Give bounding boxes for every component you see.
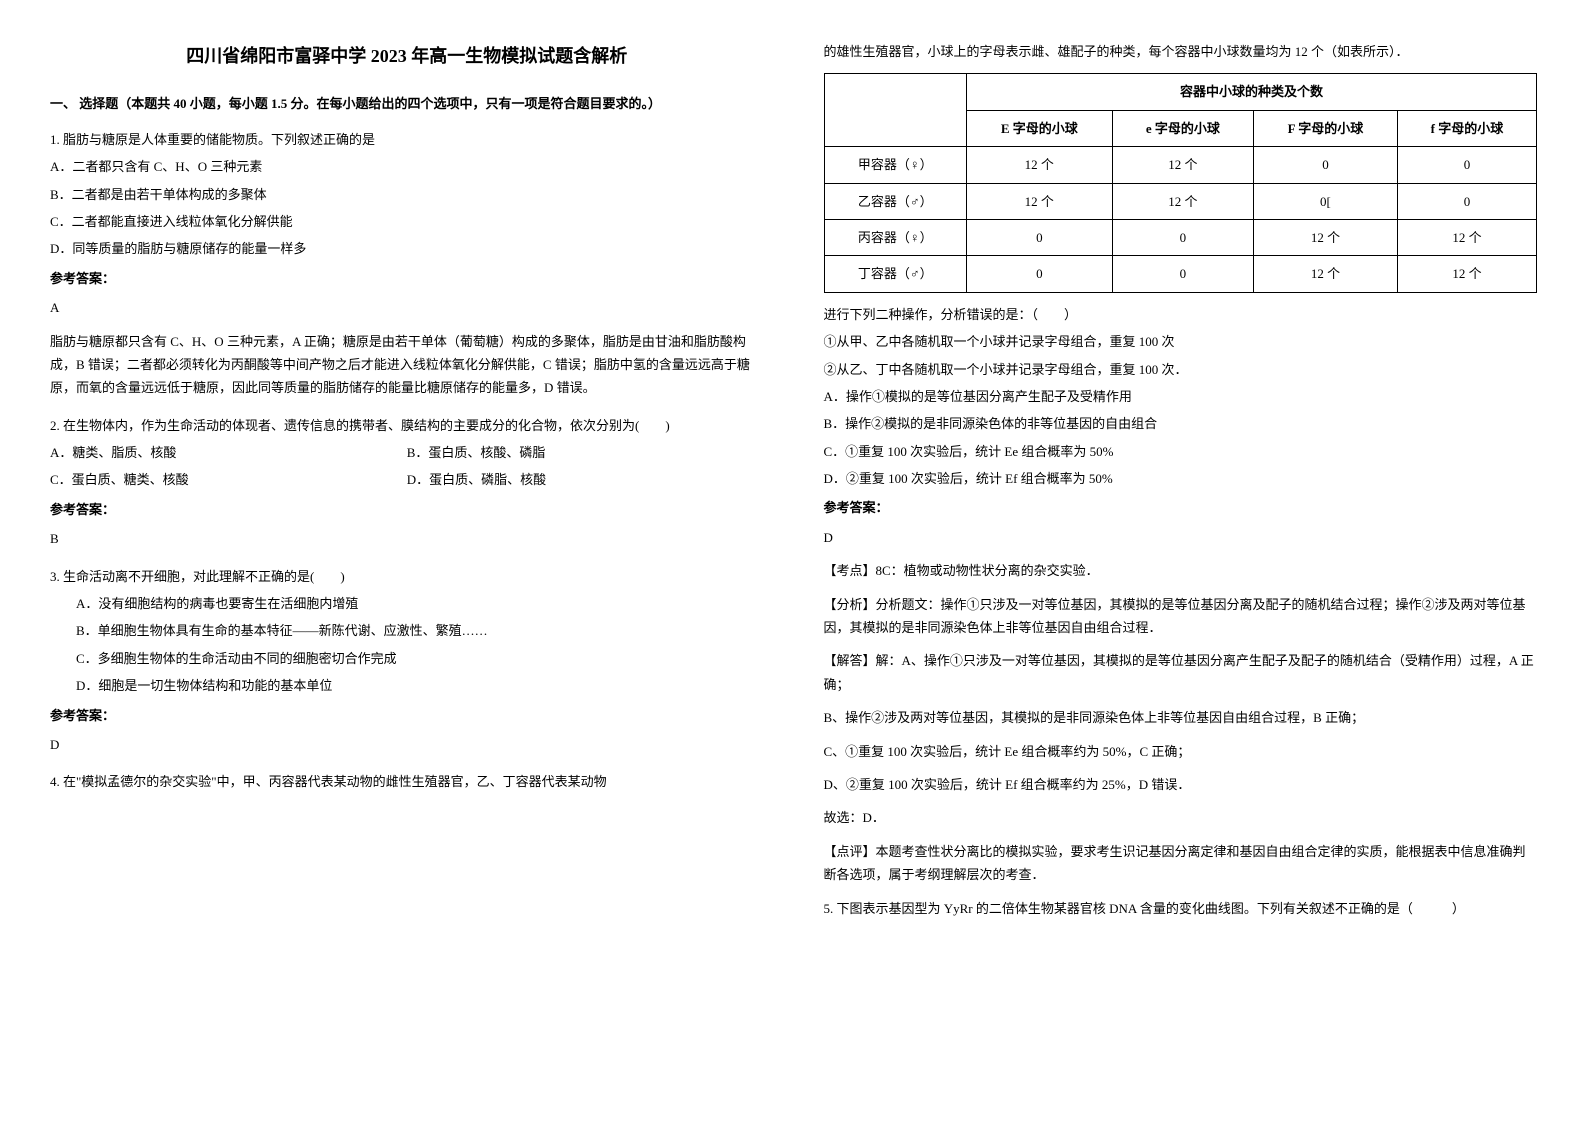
- question-2: 2. 在生物体内，作为生命活动的体现者、遗传信息的携带者、膜结构的主要成分的化合…: [50, 414, 764, 551]
- table-cell: 0: [966, 256, 1112, 292]
- q4-operation-1: ①从甲、乙中各随机取一个小球并记录字母组合，重复 100 次: [824, 330, 1538, 353]
- table-cell: 12 个: [1112, 183, 1253, 219]
- q1-answer: A: [50, 296, 764, 319]
- q4-option-a: A．操作①模拟的是等位基因分离产生配子及受精作用: [824, 385, 1538, 408]
- table-row: 乙容器（♂） 12 个 12 个 0[ 0: [824, 183, 1537, 219]
- table-cell: 0: [1397, 147, 1536, 183]
- q1-text: 1. 脂肪与糖原是人体重要的储能物质。下列叙述正确的是: [50, 128, 764, 151]
- q1-answer-label: 参考答案：: [50, 267, 764, 290]
- q2-answer: B: [50, 527, 764, 550]
- table-cell: 0[: [1254, 183, 1398, 219]
- table-row: 丁容器（♂） 0 0 12 个 12 个: [824, 256, 1537, 292]
- q1-explanation: 脂肪与糖原都只含有 C、H、O 三种元素，A 正确；糖原是由若干单体（葡萄糖）构…: [50, 330, 764, 400]
- q4-comment: 【点评】本题考查性状分离比的模拟实验，要求考生识记基因分离定律和基因自由组合定律…: [824, 840, 1538, 887]
- q2-answer-label: 参考答案：: [50, 498, 764, 521]
- table-cell: 12 个: [966, 183, 1112, 219]
- question-1: 1. 脂肪与糖原是人体重要的储能物质。下列叙述正确的是 A．二者都只含有 C、H…: [50, 128, 764, 400]
- table-row: 甲容器（♀） 12 个 12 个 0 0: [824, 147, 1537, 183]
- q4-answer: D: [824, 526, 1538, 549]
- q1-option-c: C．二者都能直接进入线粒体氧化分解供能: [50, 210, 764, 233]
- table-cell: 0: [1254, 147, 1398, 183]
- q1-option-d: D．同等质量的脂肪与糖原储存的能量一样多: [50, 237, 764, 260]
- q4-conclusion: 故选：D．: [824, 806, 1538, 829]
- table-col4: f 字母的小球: [1397, 110, 1536, 146]
- table-cell: 0: [966, 219, 1112, 255]
- table-col3: F 字母的小球: [1254, 110, 1398, 146]
- q4-option-b: B．操作②模拟的是非同源染色体的非等位基因的自由组合: [824, 412, 1538, 435]
- q2-option-a: A．糖类、脂质、核酸: [50, 441, 407, 464]
- table-cell: 0: [1112, 219, 1253, 255]
- q2-text: 2. 在生物体内，作为生命活动的体现者、遗传信息的携带者、膜结构的主要成分的化合…: [50, 414, 764, 437]
- q4-option-c: C．①重复 100 次实验后，统计 Ee 组合概率为 50%: [824, 440, 1538, 463]
- q1-option-b: B．二者都是由若干单体构成的多聚体: [50, 183, 764, 206]
- table-header-merged: 容器中小球的种类及个数: [966, 74, 1536, 110]
- table-col2: e 字母的小球: [1112, 110, 1253, 146]
- table-cell: 12 个: [1112, 147, 1253, 183]
- table-cell: 12 个: [1254, 256, 1398, 292]
- q2-option-b: B．蛋白质、核酸、磷脂: [407, 441, 764, 464]
- table-cell: 12 个: [1254, 219, 1398, 255]
- q1-option-a: A．二者都只含有 C、H、O 三种元素: [50, 155, 764, 178]
- q2-option-c: C．蛋白质、糖类、核酸: [50, 468, 407, 491]
- q4-operation-2: ②从乙、丁中各随机取一个小球并记录字母组合，重复 100 次．: [824, 358, 1538, 381]
- q4-solution-d: D、②重复 100 次实验后，统计 Ef 组合概率约为 25%，D 错误．: [824, 773, 1538, 796]
- q2-option-d: D．蛋白质、磷脂、核酸: [407, 468, 764, 491]
- q4-option-d: D．②重复 100 次实验后，统计 Ef 组合概率为 50%: [824, 467, 1538, 490]
- section-1-heading: 一、 选择题（本题共 40 小题，每小题 1.5 分。在每小题给出的四个选项中，…: [50, 92, 764, 115]
- q4-text-part1: 4. 在"模拟孟德尔的杂交实验"中，甲、丙容器代表某动物的雌性生殖器官，乙、丁容…: [50, 770, 764, 793]
- q3-option-a: A．没有细胞结构的病毒也要寄生在活细胞内增殖: [50, 592, 764, 615]
- q4-solution-b: B、操作②涉及两对等位基因，其模拟的是非同源染色体上非等位基因自由组合过程，B …: [824, 706, 1538, 729]
- table-cell: 12 个: [1397, 256, 1536, 292]
- table-cell: 乙容器（♂）: [824, 183, 966, 219]
- document-title: 四川省绵阳市富驿中学 2023 年高一生物模拟试题含解析: [50, 40, 764, 72]
- q4-exam-point: 【考点】8C：植物或动物性状分离的杂交实验．: [824, 559, 1538, 582]
- table-cell: 12 个: [1397, 219, 1536, 255]
- q4-table: 容器中小球的种类及个数 E 字母的小球 e 字母的小球 F 字母的小球 f 字母…: [824, 73, 1538, 292]
- q4-solution-a: 【解答】解：A、操作①只涉及一对等位基因，其模拟的是等位基因分离产生配子及配子的…: [824, 649, 1538, 696]
- table-cell: 甲容器（♀）: [824, 147, 966, 183]
- table-cell: 丁容器（♂）: [824, 256, 966, 292]
- q4-analysis: 【分析】分析题文：操作①只涉及一对等位基因，其模拟的是等位基因分离及配子的随机结…: [824, 593, 1538, 640]
- q4-solution-c: C、①重复 100 次实验后，统计 Ee 组合概率约为 50%，C 正确；: [824, 740, 1538, 763]
- question-5: 5. 下图表示基因型为 YyRr 的二倍体生物某器官核 DNA 含量的变化曲线图…: [824, 897, 1538, 920]
- table-cell: 0: [1112, 256, 1253, 292]
- q3-option-d: D．细胞是一切生物体结构和功能的基本单位: [50, 674, 764, 697]
- q3-answer-label: 参考答案：: [50, 704, 764, 727]
- q4-text-part2: 的雄性生殖器官，小球上的字母表示雌、雄配子的种类，每个容器中小球数量均为 12 …: [824, 40, 1538, 63]
- right-column: 的雄性生殖器官，小球上的字母表示雌、雄配子的种类，每个容器中小球数量均为 12 …: [824, 40, 1538, 934]
- q3-option-c: C．多细胞生物体的生命活动由不同的细胞密切合作完成: [50, 647, 764, 670]
- q4-after-table: 进行下列二种操作，分析错误的是：（ ）: [824, 303, 1538, 326]
- q3-text: 3. 生命活动离不开细胞，对此理解不正确的是( ): [50, 565, 764, 588]
- table-row: 丙容器（♀） 0 0 12 个 12 个: [824, 219, 1537, 255]
- table-col1: E 字母的小球: [966, 110, 1112, 146]
- q5-text: 5. 下图表示基因型为 YyRr 的二倍体生物某器官核 DNA 含量的变化曲线图…: [824, 897, 1538, 920]
- question-3: 3. 生命活动离不开细胞，对此理解不正确的是( ) A．没有细胞结构的病毒也要寄…: [50, 565, 764, 757]
- table-corner: [824, 74, 966, 147]
- table-cell: 丙容器（♀）: [824, 219, 966, 255]
- table-cell: 12 个: [966, 147, 1112, 183]
- q4-answer-label: 参考答案：: [824, 496, 1538, 519]
- question-4-start: 4. 在"模拟孟德尔的杂交实验"中，甲、丙容器代表某动物的雌性生殖器官，乙、丁容…: [50, 770, 764, 793]
- q3-answer: D: [50, 733, 764, 756]
- table-cell: 0: [1397, 183, 1536, 219]
- q3-option-b: B．单细胞生物体具有生命的基本特征——新陈代谢、应激性、繁殖……: [50, 619, 764, 642]
- left-column: 四川省绵阳市富驿中学 2023 年高一生物模拟试题含解析 一、 选择题（本题共 …: [50, 40, 764, 934]
